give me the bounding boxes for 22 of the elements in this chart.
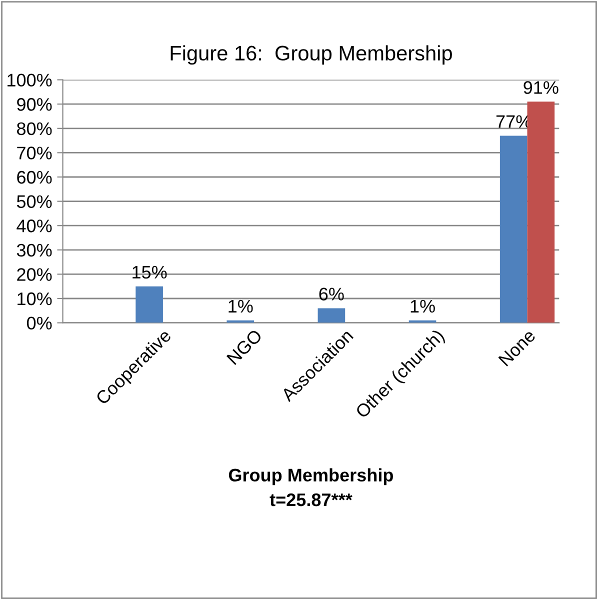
bar <box>500 136 528 323</box>
y-tick-label: 30% <box>16 244 52 257</box>
bar <box>136 286 163 323</box>
y-tick-label: 40% <box>16 220 52 232</box>
data-label: 91% <box>524 81 558 94</box>
y-tick-label: 0% <box>26 316 52 330</box>
bar <box>318 308 346 323</box>
y-tick-label: 10% <box>18 292 52 306</box>
y-tick-label: 90% <box>17 98 52 111</box>
chart-title: Figure 16: Group Membership <box>170 45 452 65</box>
bar <box>527 102 555 323</box>
y-tick-label: 80% <box>17 122 52 136</box>
data-label: 6% <box>319 288 344 300</box>
y-tick-label: 60% <box>17 170 52 184</box>
data-label: 15% <box>132 266 167 279</box>
y-tick-label: 20% <box>17 268 52 281</box>
x-axis-title: Group Membership t=25.87*** <box>228 468 393 506</box>
data-label: 1% <box>228 300 253 313</box>
y-tick-label: 70% <box>17 146 52 160</box>
data-label: 1% <box>410 300 435 313</box>
y-tick-label: 50% <box>16 195 52 208</box>
y-tick-label: 100% <box>8 74 52 87</box>
